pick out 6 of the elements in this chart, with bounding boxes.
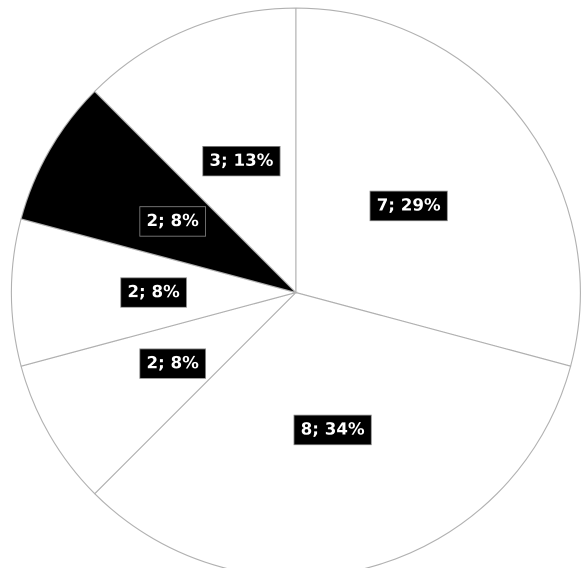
data-label: 2; 8%: [148, 356, 198, 371]
data-label: 3; 13%: [210, 153, 273, 168]
data-label: 2; 8%: [128, 284, 180, 300]
data-label: 8; 34%: [302, 422, 364, 437]
data-label: 2; 8%: [148, 214, 198, 228]
data-label: 7; 29%: [378, 198, 440, 213]
